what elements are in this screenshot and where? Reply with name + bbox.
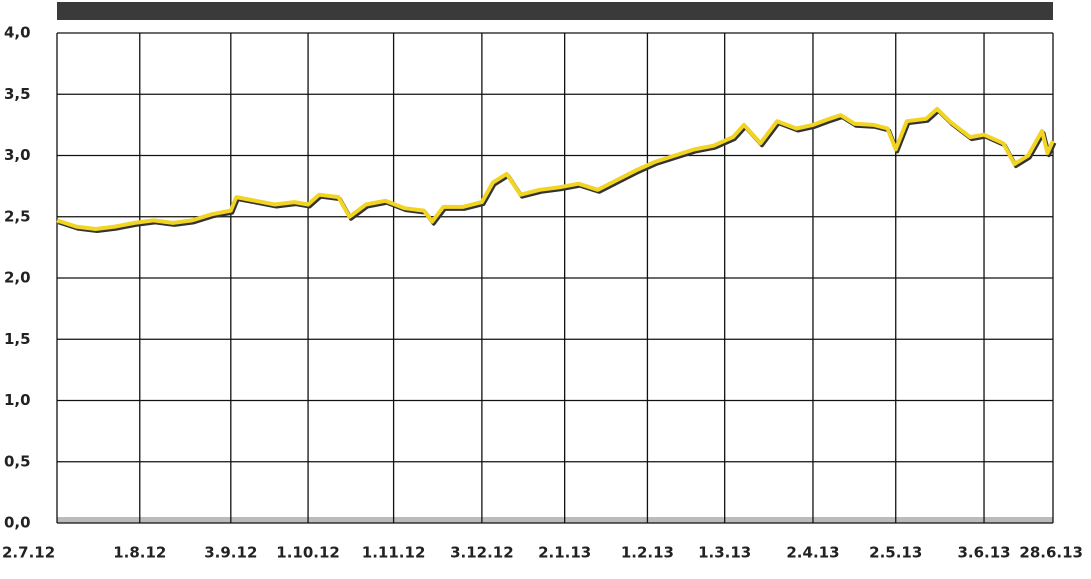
line	[56, 106, 1055, 231]
y-tick-label: 1,5	[4, 330, 31, 348]
x-tick-label: 2.1.13	[538, 544, 591, 562]
x-tick-label: 1.2.13	[621, 544, 674, 562]
y-tick-label: 0,5	[4, 452, 31, 470]
x-tick-label: 2.5.13	[869, 544, 922, 562]
x-tick-label: 1.8.12	[113, 544, 166, 562]
x-tick-label: 2.4.13	[786, 544, 839, 562]
x-tick-label: 1.11.12	[362, 544, 426, 562]
x-tick-label: 3.12.12	[450, 544, 514, 562]
x-tick-label: 1.3.13	[698, 544, 751, 562]
x-tick-label: 28.6.13	[1019, 544, 1083, 562]
x-tick-label: 3.9.12	[204, 544, 257, 562]
x-tick-label: 3.6.13	[957, 544, 1010, 562]
x-tick-label: 2.7.12	[2, 544, 55, 562]
y-tick-label: 2,5	[4, 207, 31, 225]
y-tick-label: 2,0	[4, 269, 31, 287]
y-tick-label: 3,0	[4, 146, 31, 164]
y-tick-label: 1,0	[4, 391, 31, 409]
y-tick-label: 0,0	[4, 514, 31, 532]
y-tick-label: 4,0	[4, 24, 31, 42]
header-bar	[57, 2, 1053, 20]
y-tick-label: 3,5	[4, 85, 31, 103]
x-tick-label: 1.10.12	[276, 544, 340, 562]
baseline-band	[57, 517, 1053, 523]
